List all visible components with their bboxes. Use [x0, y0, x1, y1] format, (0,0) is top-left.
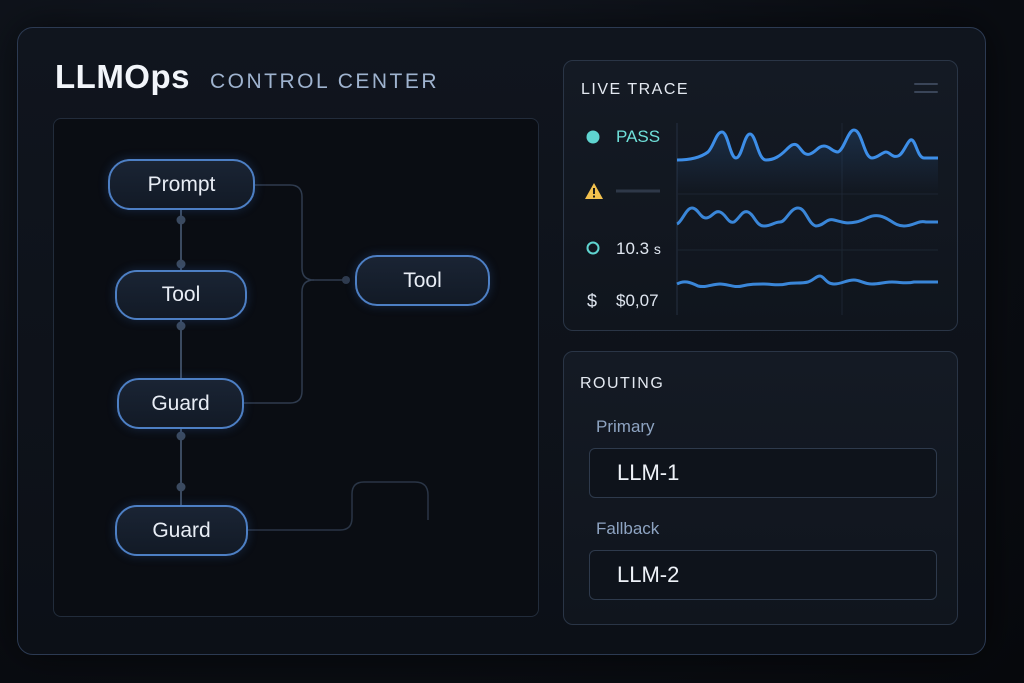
- latency-number: 10.3: [616, 239, 650, 258]
- primary-model-field[interactable]: LLM-1: [589, 448, 937, 498]
- node-guard-secondary[interactable]: Guard: [115, 505, 248, 556]
- fallback-label: Fallback: [596, 519, 660, 538]
- header: LLMOps CONTROL CENTER: [55, 58, 439, 98]
- app-subtitle: CONTROL CENTER: [209, 70, 440, 93]
- app-title: LLMOps: [55, 58, 190, 95]
- primary-label: Primary: [596, 417, 655, 436]
- routing-title: ROUTING: [580, 375, 665, 392]
- menu-icon[interactable]: [914, 83, 938, 95]
- cost-value: $0,07: [616, 291, 659, 310]
- node-prompt[interactable]: Prompt: [108, 159, 255, 210]
- dollar-icon: $: [587, 291, 598, 311]
- node-guard[interactable]: Guard: [117, 378, 244, 429]
- node-tool-external[interactable]: Tool: [355, 255, 490, 306]
- fallback-model-field[interactable]: LLM-2: [589, 550, 937, 600]
- status-pass-label: PASS: [616, 127, 661, 146]
- node-tool[interactable]: Tool: [115, 270, 247, 320]
- live-trace-title: LIVE TRACE: [581, 81, 690, 98]
- latency-unit: s: [653, 241, 661, 257]
- latency-value: 10.3 s: [616, 239, 661, 259]
